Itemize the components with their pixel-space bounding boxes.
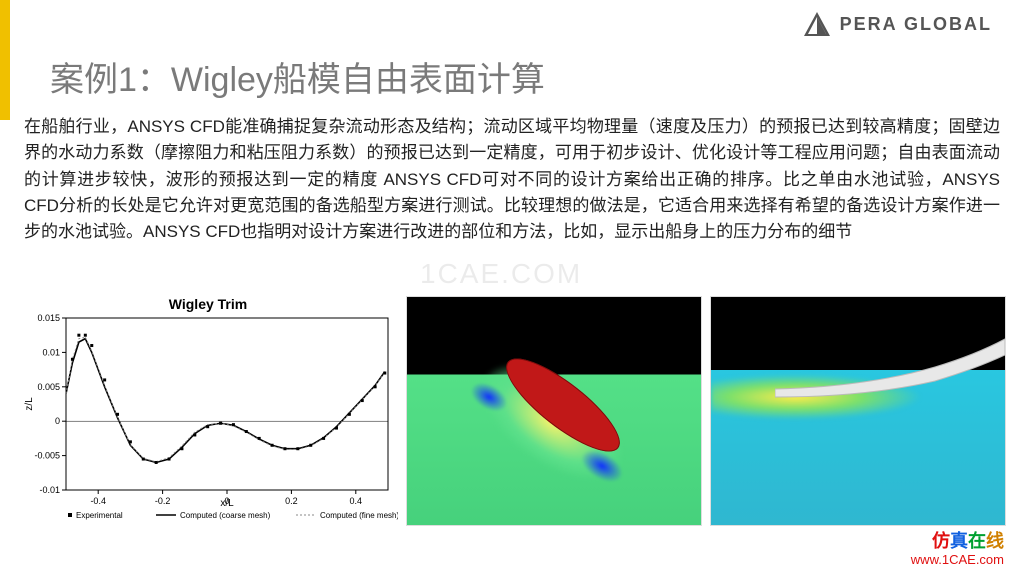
svg-text:-0.01: -0.01 xyxy=(39,485,60,495)
svg-text:0.01: 0.01 xyxy=(42,347,60,357)
svg-text:0.005: 0.005 xyxy=(37,382,60,392)
image-row: Wigley Trim -0.4-0.200.20.4-0.01-0.00500… xyxy=(18,296,1006,526)
logo-text: PERA GLOBAL xyxy=(840,14,992,35)
accent-bar xyxy=(0,0,10,120)
brand-url: www.1CAE.com xyxy=(911,552,1004,568)
chart-svg: -0.4-0.200.20.4-0.01-0.00500.0050.010.01… xyxy=(18,312,398,524)
wigley-trim-chart: Wigley Trim -0.4-0.200.20.4-0.01-0.00500… xyxy=(18,296,398,526)
svg-text:0.015: 0.015 xyxy=(37,313,60,323)
svg-text:Computed (coarse mesh): Computed (coarse mesh) xyxy=(180,511,271,520)
svg-text:-0.2: -0.2 xyxy=(155,496,171,506)
chart-title: Wigley Trim xyxy=(18,296,398,312)
pera-global-logo: PERA GLOBAL xyxy=(804,12,992,36)
brand-cn: 仿真在线 xyxy=(911,531,1004,553)
svg-text:x/L: x/L xyxy=(220,498,234,509)
slide-paragraph: 在船舶行业，ANSYS CFD能准确捕捉复杂流动形态及结构；流动区域平均物理量（… xyxy=(24,114,1000,246)
wigley-hull-side xyxy=(775,337,1005,407)
logo-icon xyxy=(804,12,830,36)
slide-title: 案例1：Wigley船模自由表面计算 xyxy=(50,52,545,101)
svg-text:z/L: z/L xyxy=(24,397,35,411)
svg-text:-0.005: -0.005 xyxy=(34,451,60,461)
svg-text:0.4: 0.4 xyxy=(350,496,363,506)
svg-text:0.2: 0.2 xyxy=(285,496,298,506)
svg-text:Computed (fine mesh): Computed (fine mesh) xyxy=(320,511,398,520)
watermark-text: 1CAE.COM xyxy=(420,258,582,290)
cfd-result-iso-view xyxy=(406,296,702,526)
cfd-result-side-view xyxy=(710,296,1006,526)
svg-text:-0.4: -0.4 xyxy=(90,496,106,506)
svg-text:Experimental: Experimental xyxy=(76,511,123,520)
footer-brand: 仿真在线 www.1CAE.com xyxy=(911,531,1004,568)
svg-text:0: 0 xyxy=(55,416,60,426)
